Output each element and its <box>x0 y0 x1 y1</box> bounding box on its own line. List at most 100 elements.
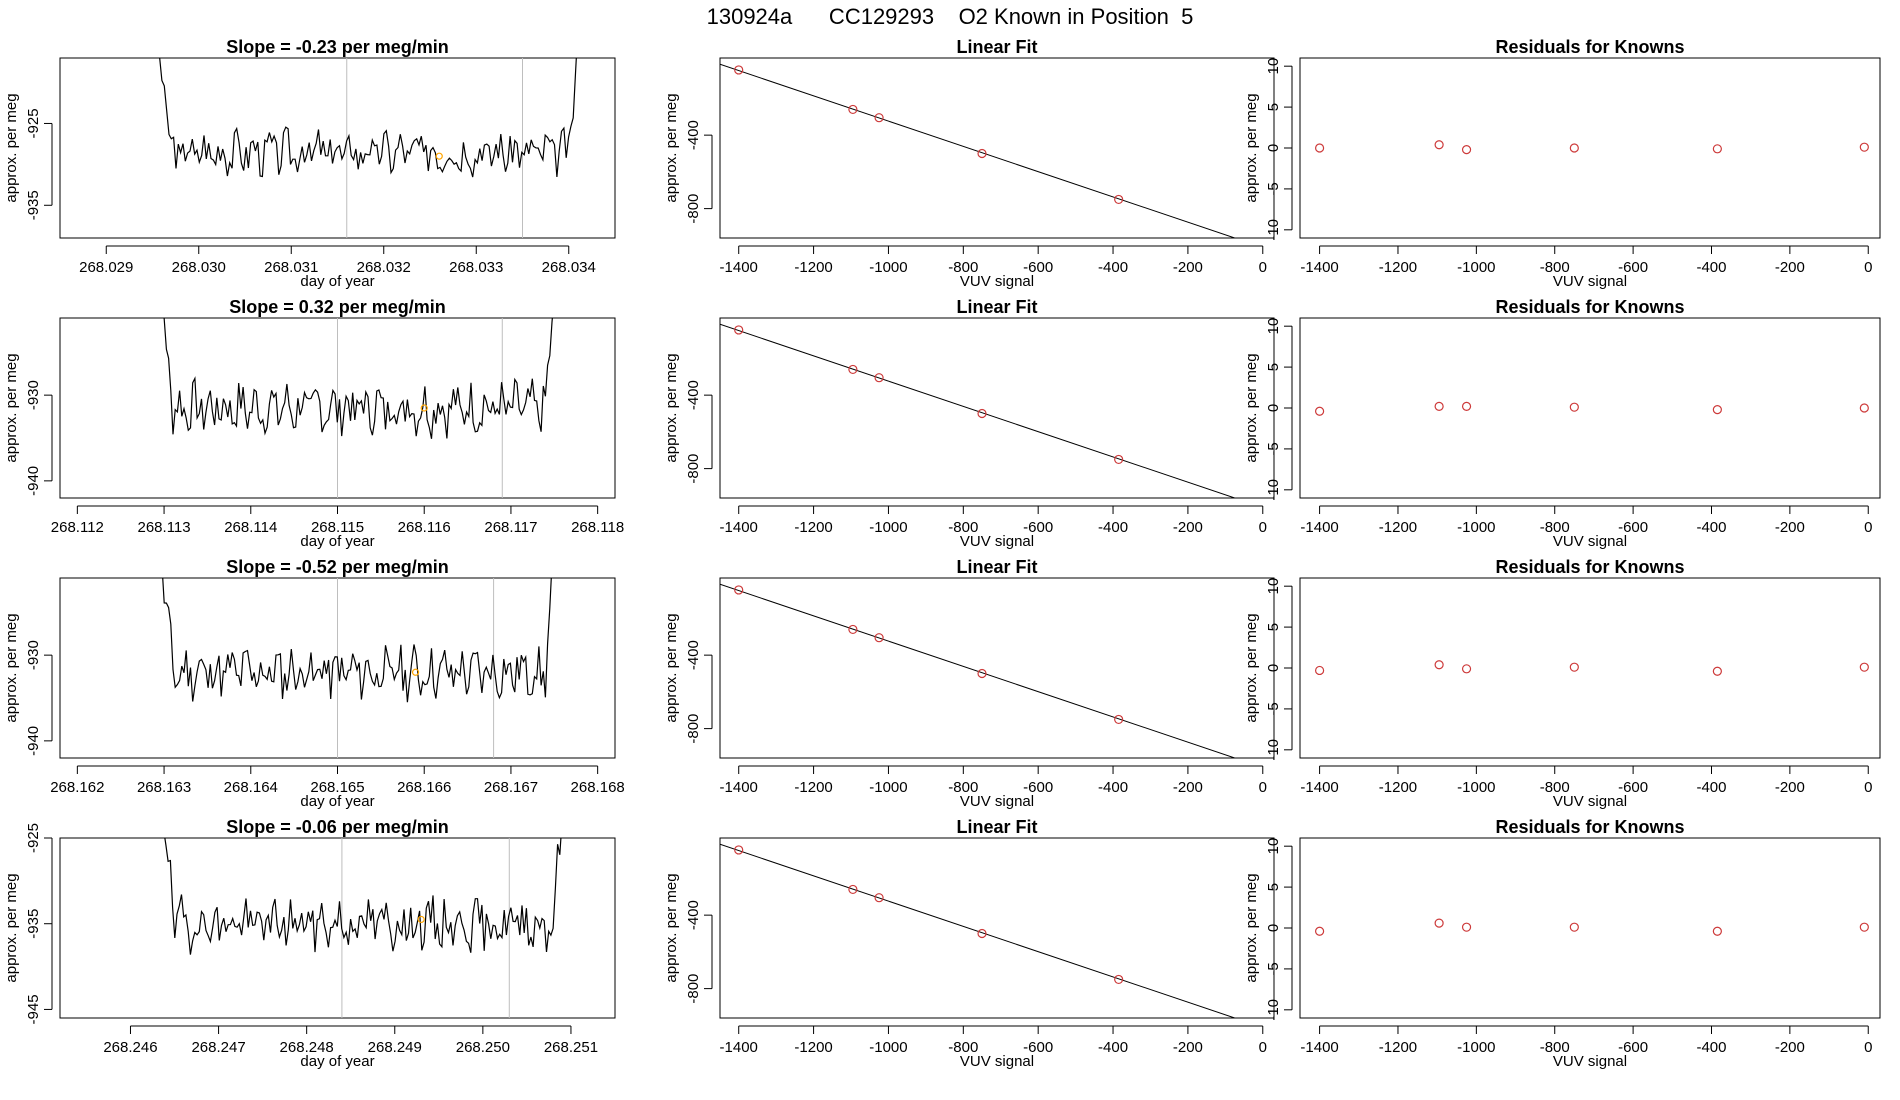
y-tick-label: -940 <box>25 726 42 756</box>
plot-area <box>720 63 1237 238</box>
chart-panel-r3c2: Linear Fit VUV signal approx. per meg -1400… <box>663 557 1275 810</box>
data-point <box>1461 145 1472 155</box>
x-tick-label: -1200 <box>1379 519 1417 536</box>
chart-title: Linear Fit <box>956 297 1037 317</box>
chart-title: Residuals for Knowns <box>1495 37 1684 57</box>
x-tick-label: 268.247 <box>191 1039 245 1056</box>
x-tick-label: 268.163 <box>137 779 191 796</box>
x-tick-label: -800 <box>948 259 978 276</box>
plot-frame <box>1299 57 1881 239</box>
x-tick-label: -800 <box>1540 519 1570 536</box>
x-tick-label: 268.167 <box>484 779 538 796</box>
y-tick-label: -400 <box>685 120 702 150</box>
y-tick-label: -800 <box>685 714 702 744</box>
data-point <box>1461 401 1472 411</box>
x-tick-label: 268.112 <box>51 519 104 536</box>
highlight-point <box>411 668 420 676</box>
plot-frame <box>719 317 1275 499</box>
x-tick-label: -800 <box>948 779 978 796</box>
y-axis-label: approx. per meg <box>663 93 680 202</box>
fit-line <box>720 323 1237 498</box>
x-tick-label: -1200 <box>1379 1039 1417 1056</box>
y-axis-label: approx. per meg <box>663 873 680 982</box>
y-tick-label: -925 <box>25 823 42 853</box>
data-point <box>1434 140 1444 150</box>
x-tick-label: 268.031 <box>264 259 318 276</box>
plot-area <box>720 843 1237 1018</box>
y-tick-label: 10 <box>1265 58 1282 75</box>
plot-frame <box>719 837 1275 1019</box>
plot-area <box>163 318 553 498</box>
x-tick-label: -800 <box>1540 779 1570 796</box>
y-tick-label: -10 <box>1265 479 1282 501</box>
data-point <box>1712 405 1722 415</box>
chart-title: Slope = -0.06 per meg/min <box>226 817 449 837</box>
y-axis-label: approx. per meg <box>3 93 20 202</box>
x-tick-label: -200 <box>1775 519 1805 536</box>
y-tick-label: -400 <box>685 640 702 670</box>
x-tick-label: 268.117 <box>484 519 537 536</box>
x-tick-label: -600 <box>1023 259 1053 276</box>
plot-frame <box>1299 837 1881 1019</box>
x-tick-label: 268.162 <box>50 779 104 796</box>
plot-area <box>164 838 562 1018</box>
x-tick-label: -1200 <box>794 519 832 536</box>
x-tick-label: 268.118 <box>571 519 624 536</box>
x-axis-label: VUV signal <box>960 533 1034 550</box>
fit-line <box>720 63 1237 238</box>
y-tick-label: 0 <box>1265 144 1282 152</box>
x-axis-label: day of year <box>300 793 374 810</box>
y-tick-label: 10 <box>1265 838 1282 855</box>
x-tick-label: 0 <box>1259 519 1267 536</box>
x-tick-label: -1000 <box>869 1039 907 1056</box>
chart-panel-r2c3: Residuals for Knowns VUV signal approx. pe… <box>1243 297 1881 550</box>
data-point <box>1114 194 1124 205</box>
x-tick-label: -200 <box>1775 1039 1805 1056</box>
data-point <box>734 325 744 335</box>
x-tick-label: 0 <box>1259 1039 1267 1056</box>
plot-area <box>720 583 1263 769</box>
highlight-point <box>420 404 428 412</box>
x-tick-label: 268.033 <box>449 259 503 276</box>
highlight-point <box>1255 501 1263 509</box>
data-point <box>1461 922 1472 932</box>
plot-frame <box>1299 317 1881 499</box>
data-point <box>874 373 884 383</box>
x-tick-label: -1000 <box>1457 519 1495 536</box>
x-tick-label: 268.034 <box>542 259 596 276</box>
x-axis-label: VUV signal <box>1553 1053 1627 1070</box>
x-tick-label: -200 <box>1775 779 1805 796</box>
data-point <box>977 928 987 939</box>
x-axis-label: VUV signal <box>960 273 1034 290</box>
x-tick-label: -600 <box>1618 1039 1648 1056</box>
x-tick-label: -600 <box>1023 779 1053 796</box>
x-tick-label: -400 <box>1098 259 1128 276</box>
x-tick-label: -1000 <box>869 519 907 536</box>
chart-title: Linear Fit <box>956 817 1037 837</box>
data-point <box>1114 714 1124 725</box>
y-axis-label: approx. per meg <box>1243 353 1260 462</box>
x-tick-label: -600 <box>1023 519 1053 536</box>
plot-frame <box>59 57 616 239</box>
data-point <box>1434 660 1444 670</box>
highlight-point <box>1255 761 1263 769</box>
x-tick-label: 268.114 <box>224 519 277 536</box>
y-tick-label: -935 <box>25 909 42 939</box>
plot-area <box>1314 140 1869 155</box>
data-point <box>848 624 858 635</box>
plot-area <box>1314 660 1869 676</box>
plot-area <box>159 58 577 238</box>
x-tick-label: -1200 <box>1379 259 1417 276</box>
y-tick-label: -800 <box>685 454 702 484</box>
x-tick-label: 268.249 <box>368 1039 422 1056</box>
data-point <box>1859 403 1869 413</box>
x-tick-label: 0 <box>1864 519 1872 536</box>
x-tick-label: 268.029 <box>79 259 133 276</box>
data-point <box>1859 662 1869 672</box>
x-tick-label: -600 <box>1023 1039 1053 1056</box>
data-point <box>874 633 884 643</box>
series-line <box>164 838 562 955</box>
data-point <box>1314 143 1325 153</box>
y-tick-label: -940 <box>25 466 42 496</box>
figure-title: 130924a CC129293 O2 Known in Position 5 <box>706 4 1194 29</box>
